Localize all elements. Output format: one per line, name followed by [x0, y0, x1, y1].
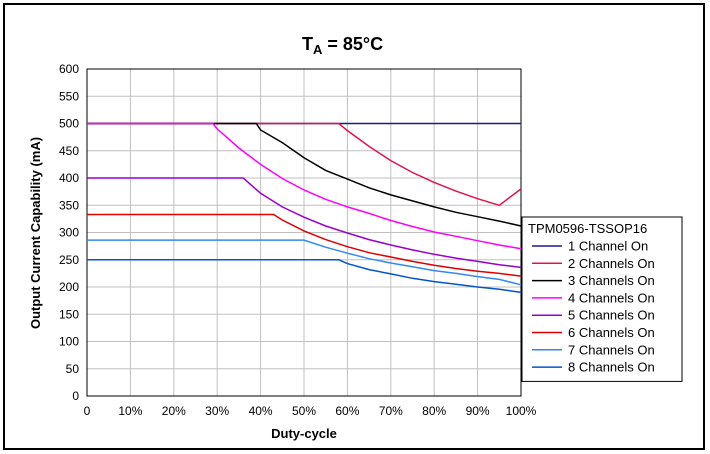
y-tick-label: 300: [59, 226, 79, 240]
x-tick-label: 90%: [466, 404, 490, 418]
x-tick-label: 60%: [335, 404, 359, 418]
series-line-2: [87, 122, 522, 207]
x-tick-label: 10%: [118, 404, 142, 418]
series-lines: [87, 122, 522, 294]
series-line-7: [87, 239, 522, 286]
x-tick-label: 0: [84, 404, 91, 418]
x-tick-label: 50%: [292, 404, 316, 418]
x-tick-label: 80%: [422, 404, 446, 418]
title-rest: = 85°C: [322, 34, 383, 54]
series-line-4: [87, 122, 522, 250]
x-tick-label: 20%: [162, 404, 186, 418]
y-tick-label: 600: [59, 62, 79, 76]
y-tick-label: 0: [72, 389, 79, 403]
y-tick-label: 150: [59, 307, 79, 321]
x-axis-label: Duty-cycle: [271, 426, 337, 441]
plot-area: [86, 68, 522, 397]
y-tick-label: 500: [59, 117, 79, 131]
series-line-8: [87, 259, 522, 294]
y-tick-label: 200: [59, 280, 79, 294]
series-line-6: [87, 213, 522, 277]
x-tick-label: 40%: [249, 404, 273, 418]
x-tick-label: 100%: [506, 404, 537, 418]
title-subscript: A: [313, 42, 323, 57]
legend-entry: 5 Channels On: [568, 308, 655, 323]
y-tick-label: 400: [59, 171, 79, 185]
chart-frame: [3, 3, 705, 450]
series-line-5: [87, 177, 522, 269]
legend-entry: 6 Channels On: [568, 325, 655, 340]
legend-title: TPM0596-TSSOP16: [528, 221, 647, 236]
title-main: T: [302, 34, 313, 54]
legend-entry: 8 Channels On: [568, 360, 655, 375]
y-tick-label: 450: [59, 144, 79, 158]
y-axis-label: Output Current Capability (mA): [28, 137, 43, 329]
legend-entry: 4 Channels On: [568, 290, 655, 305]
legend-entry: 3 Channels On: [568, 273, 655, 288]
axis-ticks: 0 10% 20% 30% 40% 50% 60% 70% 80% 90% 100% 0 50 100 15…: [59, 62, 537, 418]
x-tick-label: 30%: [205, 404, 229, 418]
y-tick-label: 50: [66, 362, 80, 376]
x-tick-label: 70%: [379, 404, 403, 418]
legend-entry: 1 Channel On: [568, 239, 648, 254]
y-tick-label: 250: [59, 253, 79, 267]
legend-entry: 7 Channels On: [568, 342, 655, 357]
legend-entry: 2 Channels On: [568, 256, 655, 271]
chart-title: TA = 85°C: [302, 34, 383, 57]
grid: [86, 68, 522, 397]
legend: TPM0596-TSSOP16 1 Channel On 2 Channels On…: [521, 216, 683, 382]
series-line-3: [87, 122, 522, 227]
y-tick-label: 550: [59, 89, 79, 103]
y-tick-label: 350: [59, 198, 79, 212]
legend-box: [521, 216, 683, 382]
y-tick-label: 100: [59, 335, 79, 349]
